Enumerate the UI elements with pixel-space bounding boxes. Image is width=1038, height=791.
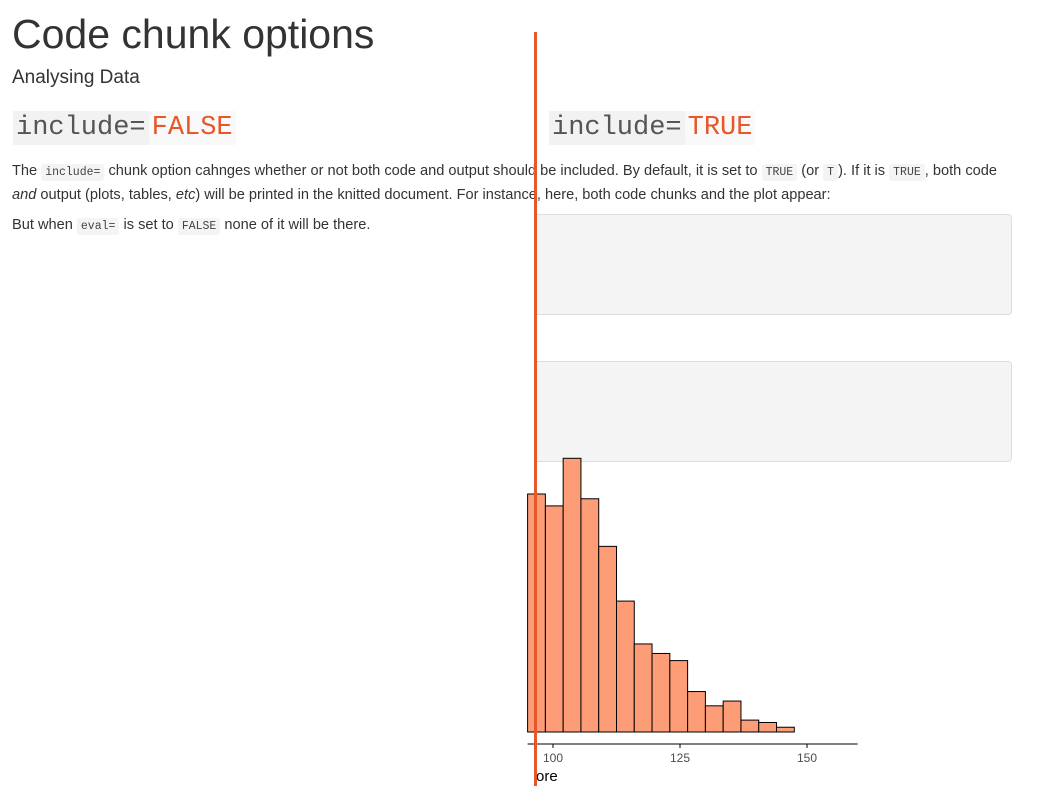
include-description: The include= chunk option cahnges whethe… xyxy=(12,160,1012,206)
x-axis-label: ore xyxy=(536,768,558,785)
histogram-bar xyxy=(633,643,653,733)
text: is set to xyxy=(119,217,178,233)
option-key: include= xyxy=(549,111,685,145)
code-chunk xyxy=(535,361,1012,462)
histogram-bar xyxy=(740,719,760,733)
option-heading-false: include= FALSE xyxy=(13,111,236,145)
histogram-bar xyxy=(669,660,689,733)
text: But when xyxy=(12,217,77,233)
histogram-bar xyxy=(704,705,724,733)
histogram-bar xyxy=(776,726,795,733)
histogram-bar xyxy=(580,498,600,733)
emphasis: etc xyxy=(175,187,196,203)
inline-code: TRUE xyxy=(761,164,798,181)
histogram-bar xyxy=(616,600,635,733)
page-title: Code chunk options xyxy=(12,11,375,57)
page-subtitle: Analysing Data xyxy=(12,67,140,88)
histogram-bar xyxy=(758,721,778,733)
text: ) will be printed in the knitted documen… xyxy=(195,187,831,203)
histogram-bar xyxy=(544,505,564,733)
code-chunk xyxy=(535,214,1012,315)
option-value: TRUE xyxy=(684,111,756,145)
option-key: include= xyxy=(13,111,149,145)
inline-code: eval= xyxy=(76,218,120,235)
inline-code: T xyxy=(823,164,839,181)
slide-divider xyxy=(534,32,537,786)
option-heading-true: include= TRUE xyxy=(549,111,756,145)
option-value: FALSE xyxy=(148,111,236,145)
x-tick-label: 125 xyxy=(670,751,690,765)
emphasis: and xyxy=(12,187,37,203)
x-tick-label: 100 xyxy=(543,751,563,765)
histogram-bar xyxy=(598,545,617,733)
histogram-bar xyxy=(687,691,706,733)
text: ). If it is xyxy=(838,163,890,179)
histogram-bar xyxy=(562,457,582,733)
text: The xyxy=(12,163,42,179)
eval-description: But when eval= is set to FALSE none of i… xyxy=(12,214,1012,238)
histogram-bar xyxy=(651,652,671,733)
inline-code: include= xyxy=(41,164,105,181)
text: output (plots, tables, xyxy=(36,187,176,203)
inline-code: FALSE xyxy=(177,218,221,235)
text: none of it will be there. xyxy=(220,217,371,233)
text: , both code xyxy=(924,163,997,179)
x-tick-label: 150 xyxy=(797,751,817,765)
histogram-bar xyxy=(722,700,742,733)
inline-code: TRUE xyxy=(889,164,925,181)
text: (or xyxy=(797,163,824,179)
text: chunk option cahnges whether or not both… xyxy=(104,163,762,179)
